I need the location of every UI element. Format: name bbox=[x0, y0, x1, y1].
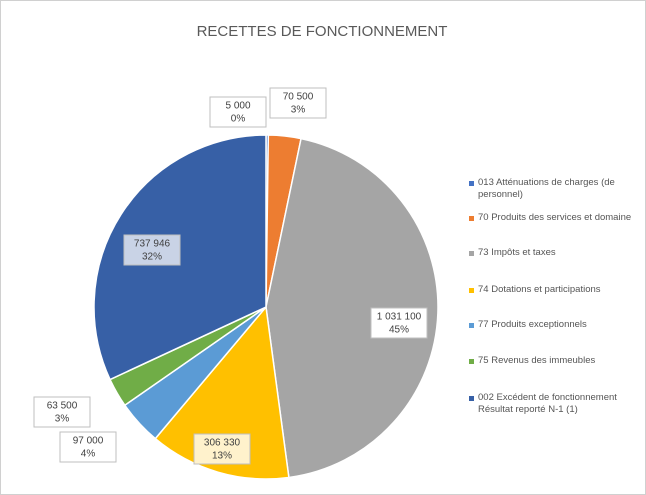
legend-swatch bbox=[469, 359, 474, 364]
legend-swatch bbox=[469, 181, 474, 186]
legend-entry: 013 Atténuations de charges (de personne… bbox=[469, 177, 643, 201]
legend-swatch bbox=[469, 323, 474, 328]
legend-label: 77 Produits exceptionnels bbox=[478, 319, 587, 330]
legend-swatch bbox=[469, 251, 474, 256]
legend-swatch bbox=[469, 396, 474, 401]
data-label-percent: 4% bbox=[81, 449, 96, 460]
legend-entry: 002 Excédent de fonctionnement Résultat … bbox=[469, 392, 643, 416]
data-label-box bbox=[59, 431, 117, 463]
legend-entry: 73 Impôts et taxes bbox=[469, 247, 643, 259]
data-label-percent: 45% bbox=[389, 325, 409, 336]
data-label-box bbox=[209, 96, 267, 128]
pie-slice bbox=[154, 305, 290, 480]
data-label-percent: 0% bbox=[231, 114, 246, 125]
data-label-percent: 3% bbox=[55, 414, 70, 425]
data-label-value: 5 000 bbox=[225, 101, 250, 112]
data-label-box bbox=[33, 396, 91, 428]
data-label-value: 306 330 bbox=[204, 438, 241, 449]
legend-label: 75 Revenus des immeubles bbox=[478, 355, 596, 366]
chart-title: RECETTES DE FONCTIONNEMENT bbox=[197, 23, 448, 40]
data-label-percent: 3% bbox=[291, 105, 306, 116]
data-label-box bbox=[193, 433, 251, 465]
legend-label: 002 Excédent de fonctionnement Résultat … bbox=[478, 392, 617, 415]
legend-entry: 77 Produits exceptionnels bbox=[469, 319, 643, 331]
pie-slice bbox=[265, 137, 439, 479]
legend-label: 013 Atténuations de charges (de personne… bbox=[478, 177, 615, 200]
data-label-value: 97 000 bbox=[73, 436, 104, 447]
data-label-percent: 32% bbox=[142, 252, 162, 263]
data-label-value: 737 946 bbox=[134, 239, 171, 250]
legend-label: 70 Produits des services et domaine bbox=[478, 212, 632, 223]
data-label-box bbox=[123, 234, 181, 266]
legend-label: 74 Dotations et participations bbox=[478, 284, 601, 295]
legend-swatch bbox=[469, 288, 474, 293]
data-label-value: 63 500 bbox=[47, 401, 78, 412]
legend-swatch bbox=[469, 216, 474, 221]
data-label-value: 1 031 100 bbox=[377, 312, 422, 323]
legend-label: 73 Impôts et taxes bbox=[478, 247, 556, 258]
legend-entry: 74 Dotations et participations bbox=[469, 284, 643, 296]
legend-entry: 75 Revenus des immeubles bbox=[469, 355, 643, 367]
legend-entry: 70 Produits des services et domaine bbox=[469, 212, 643, 224]
data-label-percent: 13% bbox=[212, 451, 232, 462]
data-label-box bbox=[269, 87, 327, 119]
data-label-box bbox=[370, 307, 428, 339]
data-label-value: 70 500 bbox=[283, 92, 314, 103]
